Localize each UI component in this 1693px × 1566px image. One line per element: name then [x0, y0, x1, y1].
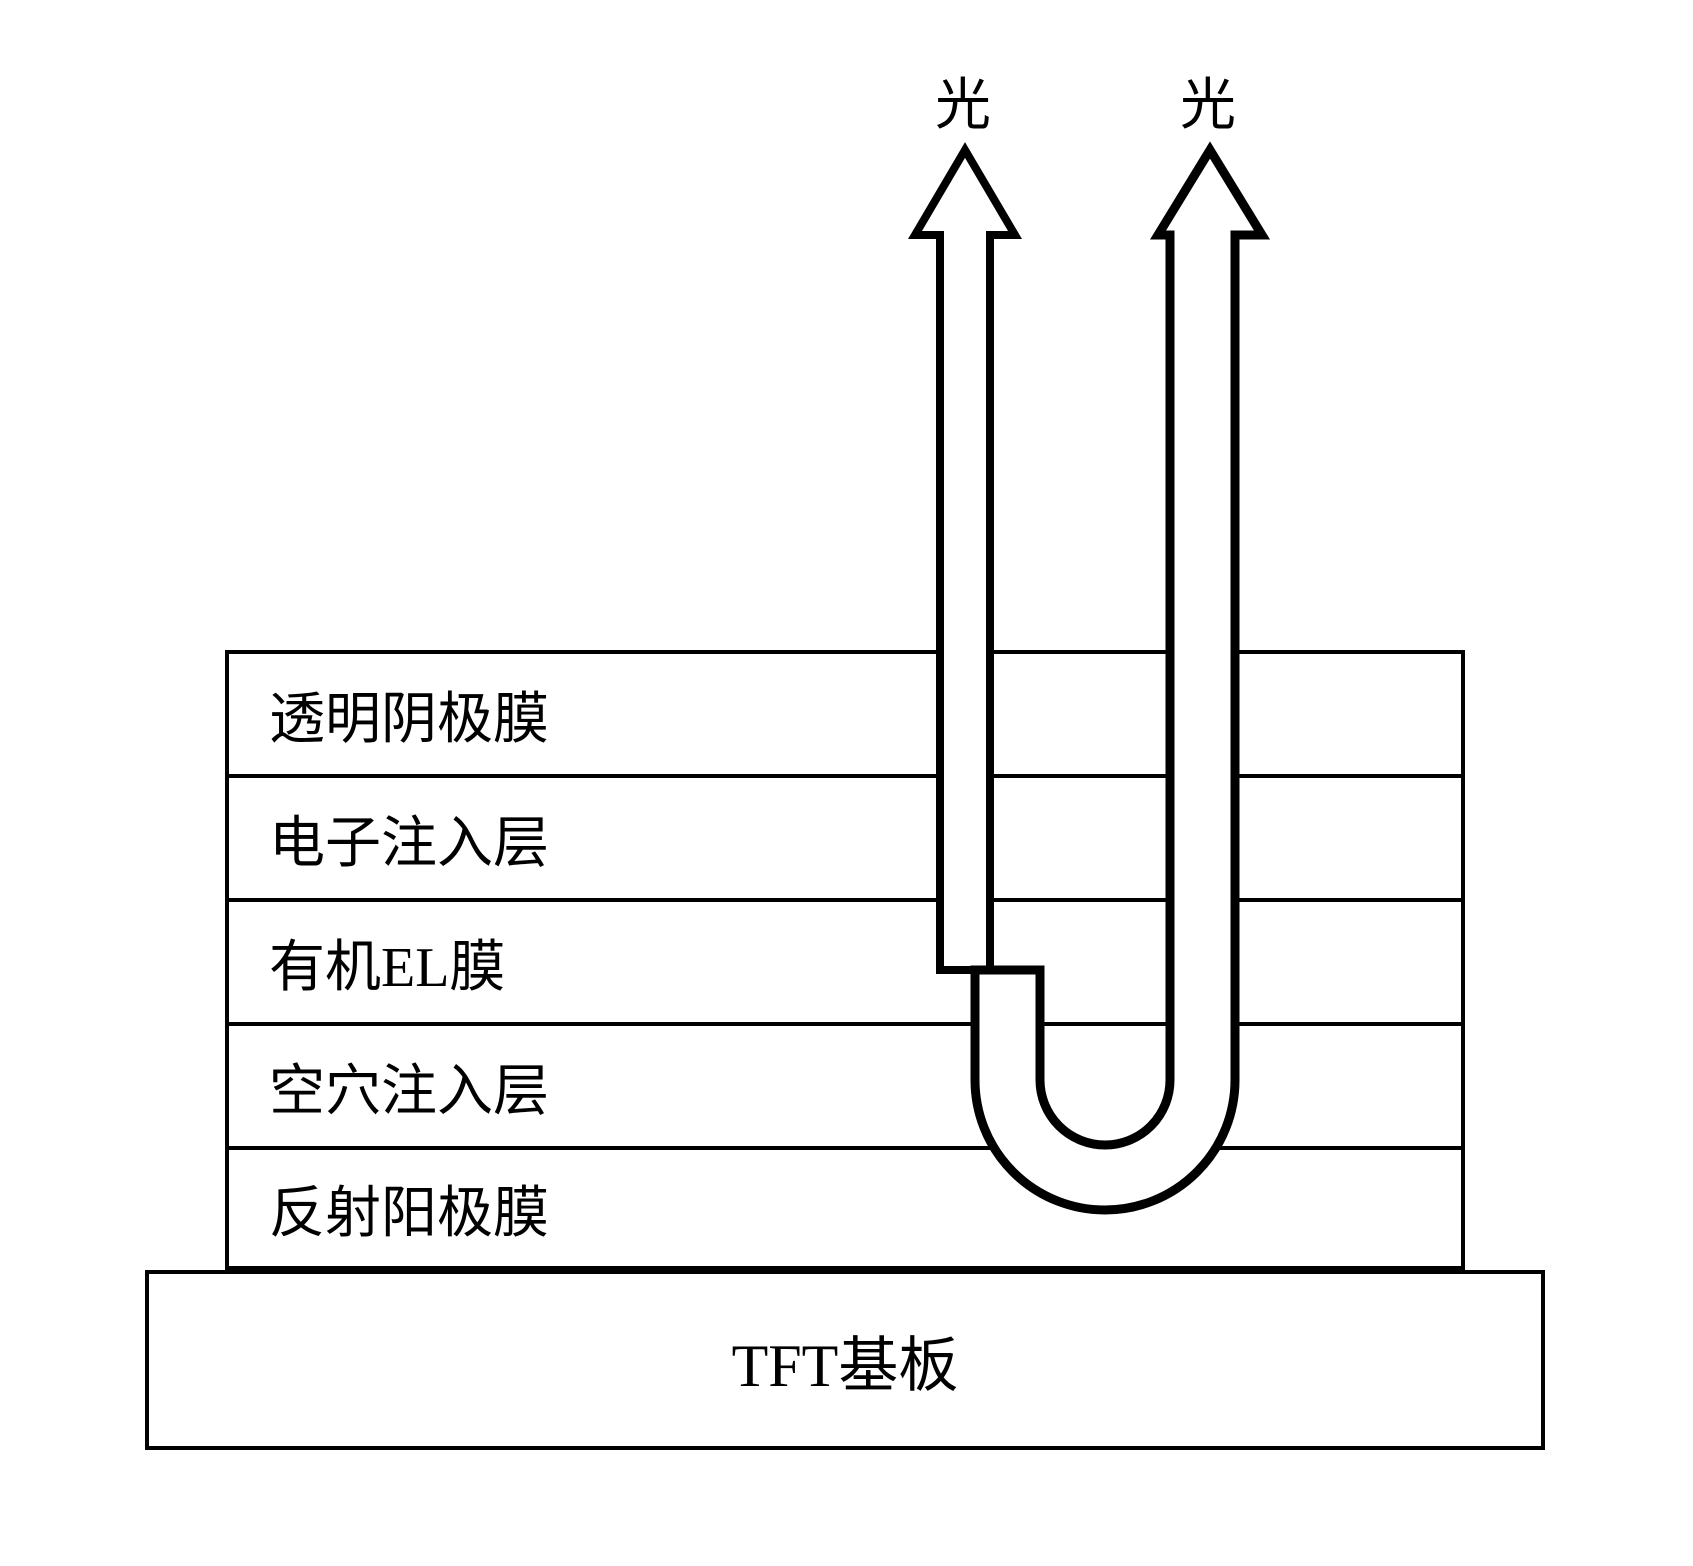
tft-substrate: TFT基板 [145, 1270, 1545, 1450]
substrate-label: TFT基板 [732, 1317, 959, 1404]
layer-label: 透明阴极膜 [269, 674, 549, 755]
layer-electron-injection: 电子注入层 [225, 774, 1465, 898]
oled-layer-diagram: 光 光 透明阴极膜 电子注入层 有机EL膜 空穴注入层 反射阳极膜 TFT基板 [145, 60, 1565, 1520]
layer-hole-injection: 空穴注入层 [225, 1022, 1465, 1146]
layer-label: 电子注入层 [269, 798, 549, 879]
layer-reflective-anode: 反射阳极膜 [225, 1146, 1465, 1270]
light-label-right: 光 [1180, 60, 1236, 141]
layer-label: 有机EL膜 [269, 922, 505, 1003]
light-label-left: 光 [935, 60, 991, 141]
layer-label: 空穴注入层 [269, 1046, 549, 1127]
layer-transparent-cathode: 透明阴极膜 [225, 650, 1465, 774]
layer-stack: 透明阴极膜 电子注入层 有机EL膜 空穴注入层 反射阳极膜 [225, 650, 1465, 1270]
layer-label: 反射阳极膜 [269, 1168, 549, 1249]
layer-organic-el: 有机EL膜 [225, 898, 1465, 1022]
